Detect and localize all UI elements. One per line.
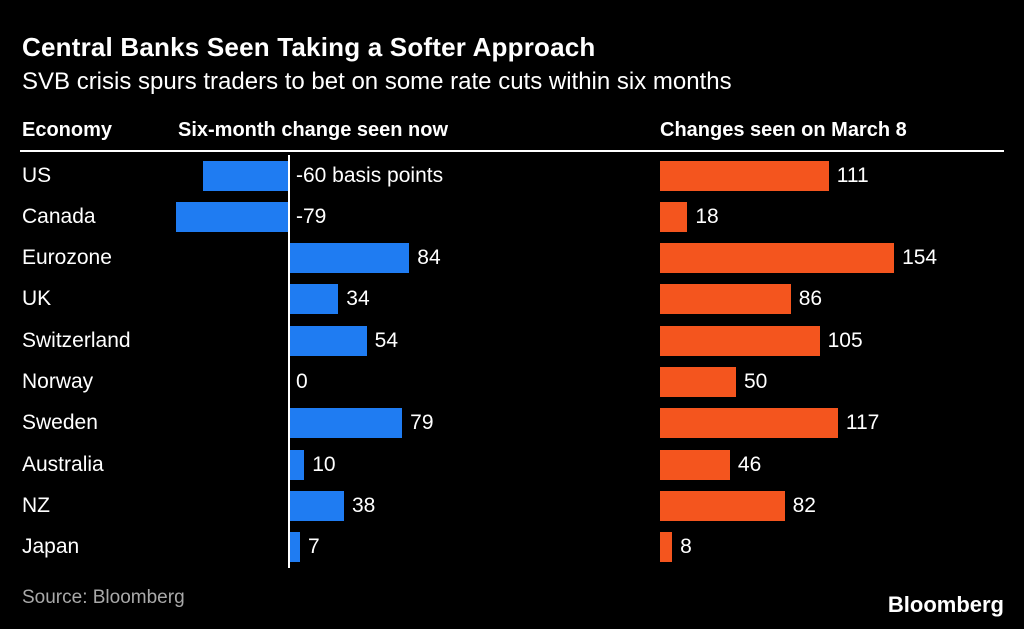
chart-rows: US -60 basis points 111 Canada -79 18 Eurozone… [0,155,1024,568]
six-month-change-bar [290,490,344,521]
six-month-change-value: 34 [346,287,370,311]
economy-label: Australia [22,452,104,476]
six-month-change-bar [290,532,300,563]
march-8-change-bar [660,325,820,356]
six-month-change-bar [290,243,410,274]
march-8-change-bar [660,408,838,439]
economy-label: NZ [22,493,50,517]
march-8-change-value: 86 [798,287,823,311]
march-8-change-bar [660,532,673,563]
chart-row: Japan 7 8 [0,527,1024,568]
march-8-change-bar [660,284,791,315]
chart-row: Norway 0 50 [0,362,1024,403]
march-8-change-value: 8 [680,535,692,559]
march-8-change-value: 46 [737,452,762,476]
chart-row: Eurozone 84 154 [0,238,1024,279]
chart-title: Central Banks Seen Taking a Softer Appro… [22,32,596,62]
march-8-change-bar [660,367,736,397]
chart-row: Sweden 79 117 [0,403,1024,444]
chart-row: NZ 38 82 [0,485,1024,526]
march-8-change-bar [660,449,730,480]
economy-label: Sweden [22,411,98,435]
chart-row: Australia 10 46 [0,444,1024,485]
march-8-change-value: 105 [827,328,863,352]
column-header-march-8: Changes seen on March 8 [660,119,907,141]
six-month-change-value: 54 [374,328,399,352]
chart-row: Canada -79 18 [0,196,1024,237]
six-month-change-bar [290,408,403,439]
six-month-change-value: 84 [417,246,441,270]
six-month-change-value: 0 [296,370,308,393]
six-month-change-bar [290,325,367,356]
march-8-change-value: 18 [695,204,719,228]
six-month-change-value: 38 [351,493,376,517]
six-month-change-value: 79 [410,411,434,435]
six-month-change-value: 7 [307,535,320,559]
six-month-change-value: -60 basis points [296,163,444,187]
march-8-change-value: 50 [744,370,768,393]
economy-label: US [22,163,52,187]
chart-row: UK 34 86 [0,279,1024,320]
economy-label: Eurozone [22,246,112,270]
chart-row: Switzerland 54 105 [0,320,1024,361]
march-8-change-bar [660,160,829,191]
economy-label: Switzerland [22,328,131,352]
march-8-change-bar [660,201,688,232]
economy-label: Japan [22,535,80,559]
chart-row: US -60 basis points 111 [0,155,1024,196]
march-8-change-bar [660,243,895,274]
six-month-change-bar [175,201,288,232]
six-month-change-bar [290,284,339,315]
march-8-change-value: 154 [902,246,938,270]
six-month-change-bar [290,449,305,480]
column-header-six-month-change: Six-month change seen now [178,119,449,141]
march-8-change-value: 111 [836,163,869,187]
march-8-change-value: 82 [792,493,816,517]
economy-label: Canada [22,204,96,228]
column-header-economy: Economy [22,119,113,141]
economy-label: Norway [22,370,94,393]
economy-label: UK [22,287,52,311]
chart-subtitle: SVB crisis spurs traders to bet on some … [22,68,732,95]
six-month-change-bar [202,160,288,191]
bloomberg-logo: Bloomberg [887,592,1004,617]
zero-axis-line [288,155,290,568]
six-month-change-value: -79 [296,204,327,228]
six-month-change-value: 10 [312,452,336,476]
header-rule [20,150,1004,152]
march-8-change-bar [660,490,785,521]
source-note: Source: Bloomberg [22,587,185,608]
march-8-change-value: 117 [845,411,880,435]
